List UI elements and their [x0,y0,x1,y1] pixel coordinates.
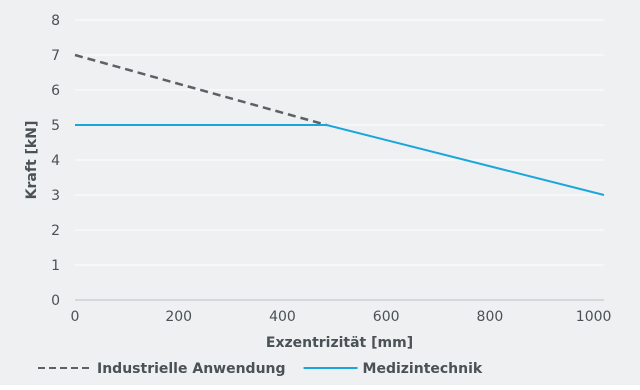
y-tick-label: 1 [51,258,60,274]
y-axis-label: Kraft [kN] [24,121,40,200]
x-tick-label: 800 [477,309,504,325]
y-tick-label: 5 [51,118,60,134]
x-tick-label: 400 [269,309,296,325]
series-lines [74,53,605,196]
x-axis-label: Exzentrizität [mm] [266,335,413,351]
y-tick-label: 6 [51,83,60,99]
legend-label: Medizintechnik [363,361,483,377]
axis-labels: 0 1 2 3 4 5 6 7 8 0 200 400 600 800 1000 Exzentrizität … [24,13,611,351]
bottom-rule [0,385,640,390]
y-tick-label: 4 [51,153,60,169]
legend: Industrielle Anwendung Medizintechnik [38,361,483,377]
x-tick-label: 600 [373,309,400,325]
legend-label: Industrielle Anwendung [97,361,286,377]
series-line [75,124,605,196]
grid [75,19,604,266]
series-line [74,53,327,127]
x-tick-label: 1000 [576,309,612,325]
x-tick-label: 0 [71,309,80,325]
y-tick-label: 3 [51,188,60,204]
y-tick-label: 7 [51,48,60,64]
y-tick-label: 2 [51,223,60,239]
y-tick-label: 0 [51,293,60,309]
x-tick-label: 200 [165,309,192,325]
y-tick-label: 8 [51,13,60,29]
